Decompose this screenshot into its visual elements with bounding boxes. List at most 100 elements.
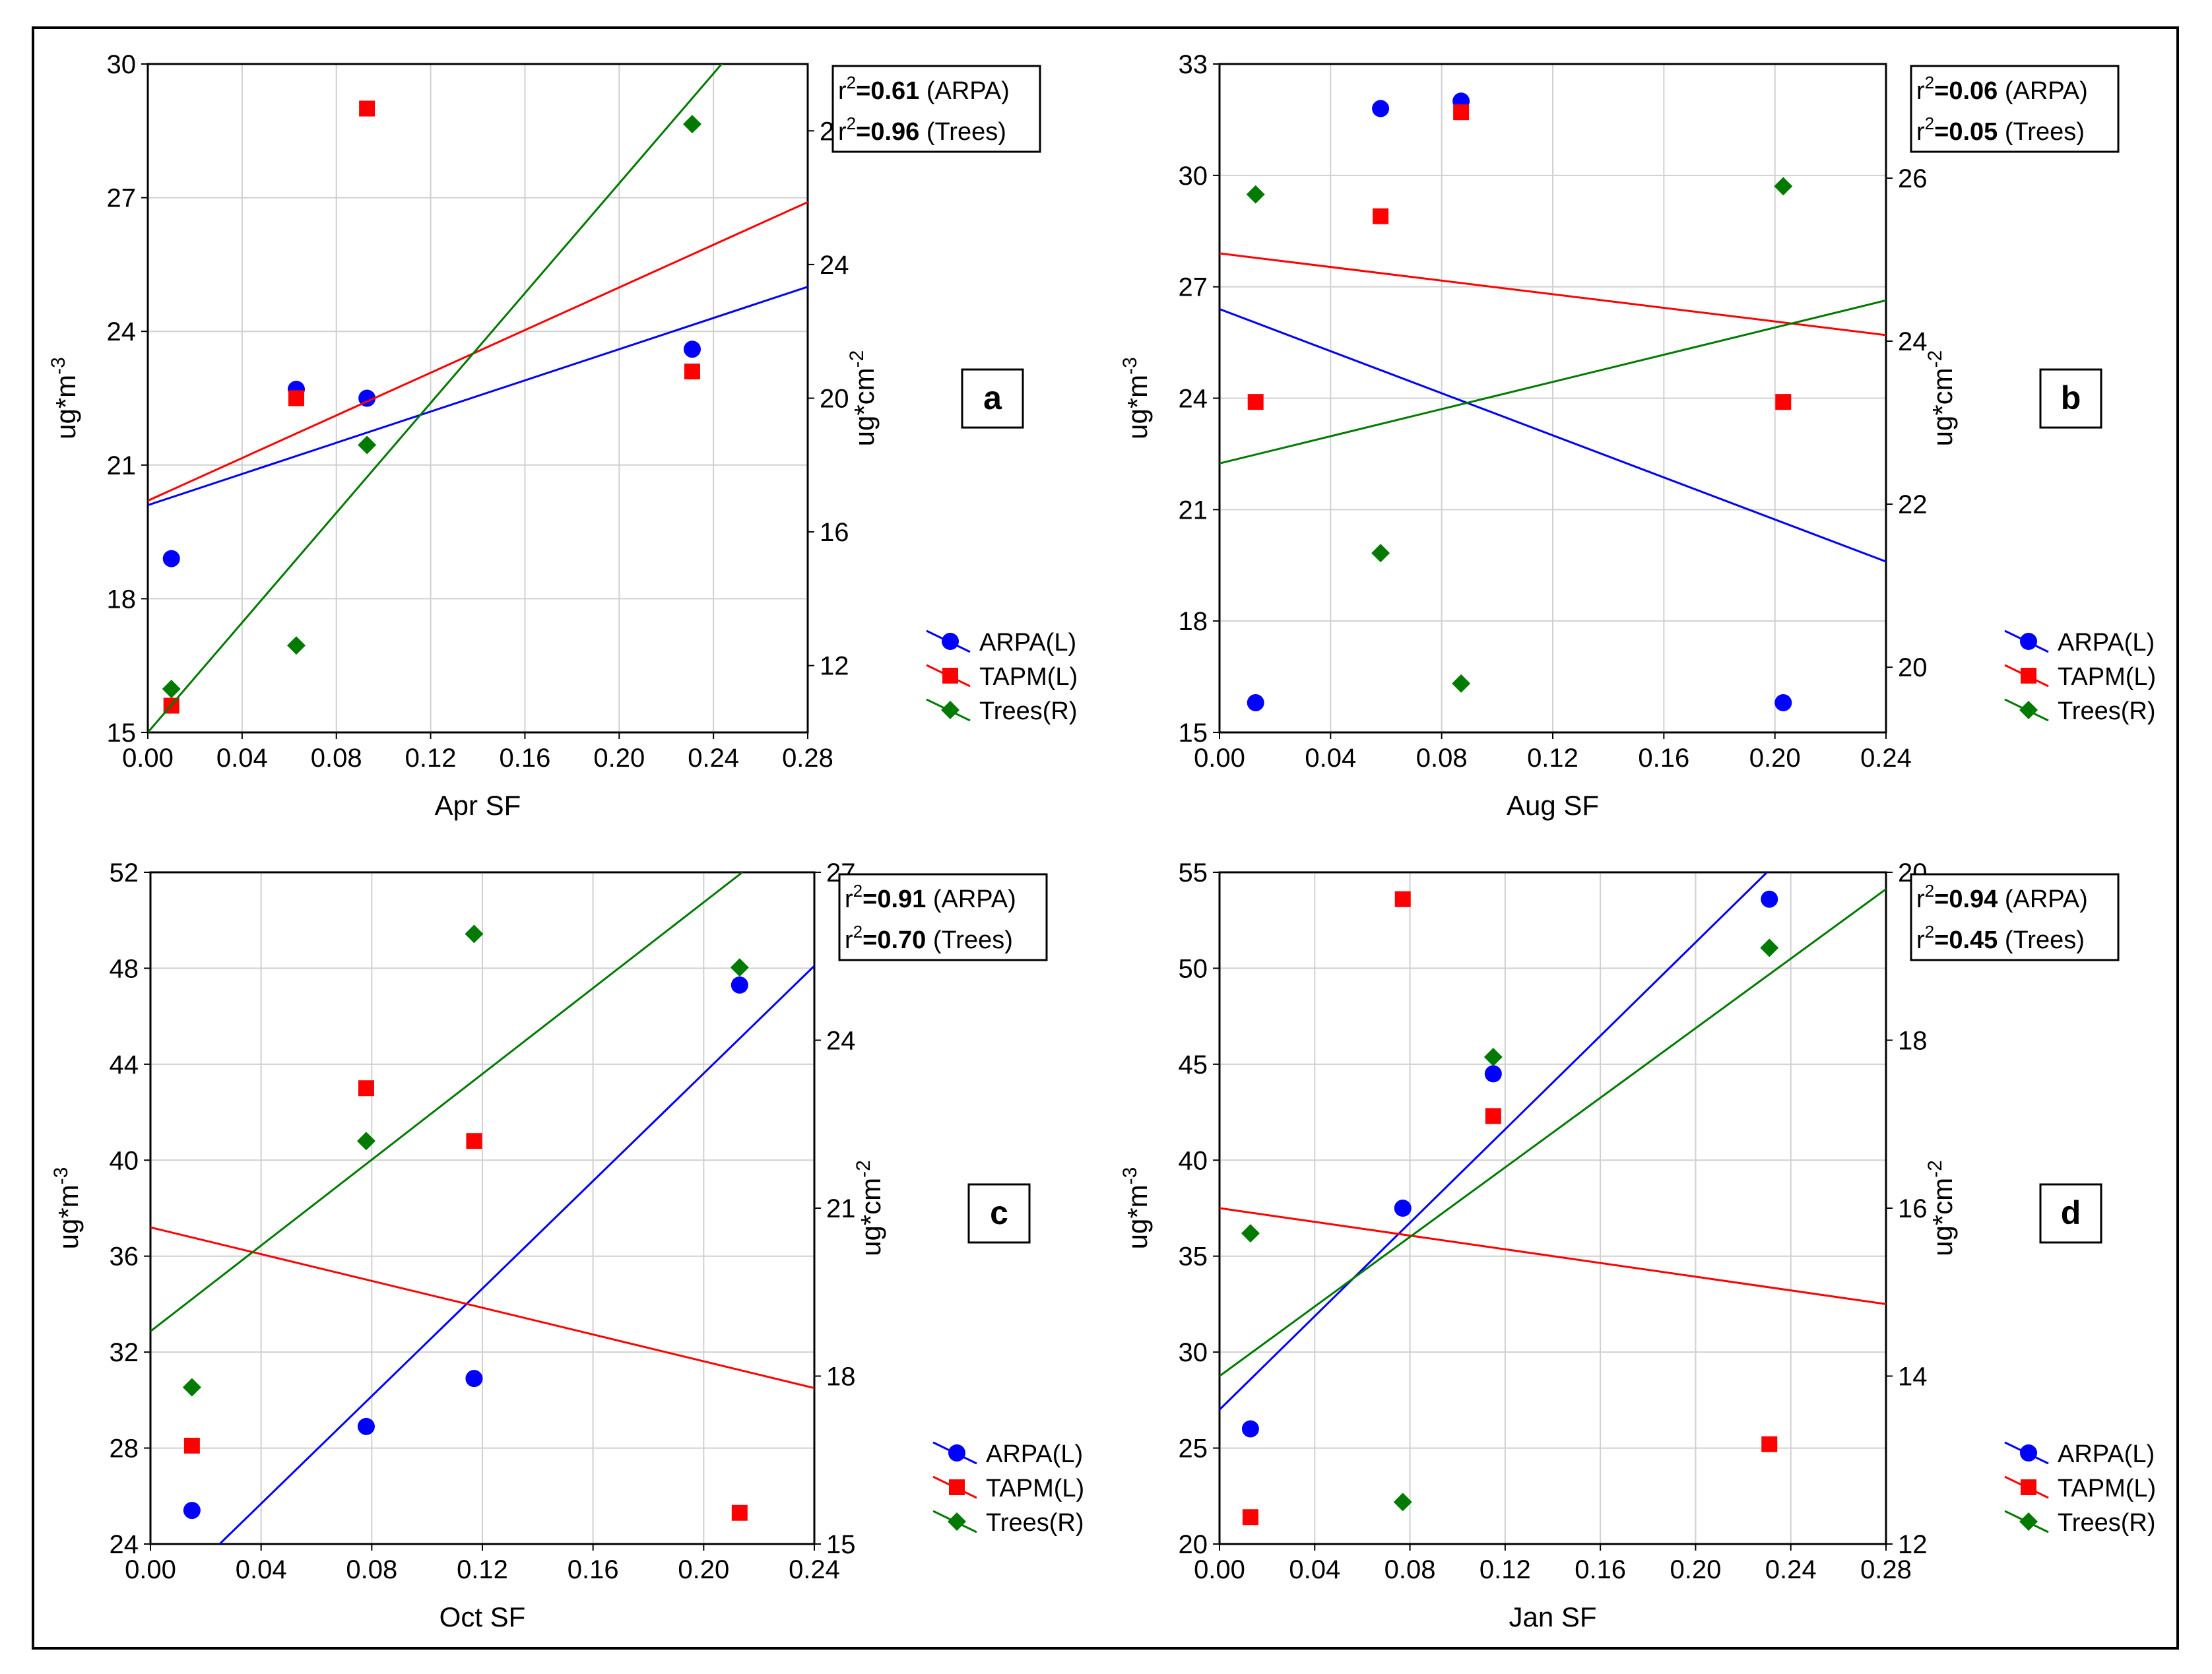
r2-value: =0.06	[1934, 77, 1998, 105]
y-right-tick-label: 12	[820, 652, 849, 681]
y-right-axis-label-sup: -2	[846, 350, 868, 368]
r2-suffix: (Trees)	[919, 118, 1006, 146]
data-point-diamond	[1393, 1493, 1412, 1512]
panel-label-box	[2039, 368, 2102, 429]
y-right-tick-label: 24	[820, 251, 849, 280]
y-left-tick-label: 36	[110, 1242, 139, 1272]
r2-box	[1910, 873, 2120, 961]
data-point-square	[1373, 208, 1389, 224]
x-tick-label: 0.04	[1289, 1555, 1340, 1584]
data-point-circle	[1247, 693, 1264, 711]
y-left-tick-label: 40	[1179, 1146, 1208, 1175]
y-left-tick-label: 20	[1179, 1530, 1208, 1559]
legend-marker-diamond	[2019, 1512, 2038, 1531]
y-right-tick-label: 24	[1898, 327, 1928, 356]
legend-marker-circle	[2020, 1444, 2037, 1462]
data-point-square	[1761, 1436, 1778, 1452]
legend-entry-circle: ARPA(L)	[979, 629, 1076, 657]
data-point-diamond	[356, 1132, 375, 1151]
y-left-tick-label: 30	[107, 50, 137, 79]
data-point-diamond	[1241, 1224, 1260, 1243]
r2-suffix: (ARPA)	[1998, 885, 2088, 913]
y-right-axis-label-sup: -2	[853, 1160, 874, 1178]
r2-value: =0.05	[1934, 118, 1998, 146]
r2-trees-text: r2=0.96 (Trees)	[838, 113, 1006, 146]
y-right-tick-label: 18	[826, 1363, 856, 1392]
panel-d: 0.00 0.04 0.08 0.12 0.16 0.20 0.24 0.28 20 25 30 35…	[1119, 858, 2156, 1632]
legend-marker-circle	[942, 633, 959, 650]
data-point-circle	[684, 340, 701, 358]
x-tick-label: 0.28	[1860, 1555, 1912, 1584]
data-point-circle	[465, 1370, 483, 1388]
fit-line-diamond	[1220, 299, 1886, 465]
r2-superscript: 2	[1925, 922, 1934, 942]
r2-symbol: r	[1916, 77, 1925, 105]
panel-c: 0.00 0.04 0.08 0.12 0.16 0.20 0.24 24 28 32 36 40 44…	[50, 858, 1084, 1632]
data-point-diamond	[182, 1378, 201, 1397]
x-tick-label: 0.20	[678, 1555, 729, 1584]
data-point-square	[358, 1080, 374, 1097]
legend-entry-square: TAPM(L)	[2058, 663, 2156, 691]
r2-symbol: r	[838, 77, 847, 105]
data-point-circle	[1372, 100, 1390, 117]
legend-entry-circle: ARPA(L)	[986, 1440, 1083, 1468]
y-left-tick-label: 48	[110, 954, 139, 983]
y-left-tick-label: 24	[1179, 385, 1208, 414]
r2-suffix: (ARPA)	[926, 885, 1016, 913]
x-tick-label: 0.04	[216, 744, 268, 773]
legend-entry-diamond: Trees(R)	[2058, 697, 2155, 725]
panel-label: a	[983, 379, 1002, 416]
data-point-square	[684, 363, 700, 379]
x-tick-label: 0.20	[1749, 744, 1801, 773]
r2-symbol: r	[838, 118, 847, 146]
data-point-square	[731, 1504, 748, 1521]
data-point-diamond	[730, 958, 749, 977]
y-left-tick-label: 52	[110, 858, 139, 887]
x-tick-label: 0.24	[1860, 744, 1912, 773]
legend-marker-diamond	[2019, 701, 2038, 719]
x-tick-label: 0.12	[457, 1555, 508, 1584]
x-tick-label: 0.16	[568, 1555, 619, 1584]
data-point-circle	[1484, 1065, 1502, 1083]
data-point-diamond	[162, 680, 181, 699]
x-tick-label: 0.08	[346, 1555, 397, 1584]
data-point-diamond	[287, 636, 306, 655]
data-point-circle	[183, 1502, 201, 1520]
plot-area-border	[146, 63, 809, 734]
y-left-tick-label: 18	[107, 585, 137, 614]
r2-value: =0.45	[1934, 926, 1998, 954]
r2-arpa-text: r2=0.61 (ARPA)	[838, 73, 1010, 105]
legend-entry-circle: ARPA(L)	[2058, 629, 2155, 657]
x-tick-label: 0.20	[593, 744, 645, 773]
y-right-axis-label: ug*cm-2	[1924, 1160, 1958, 1256]
y-right-axis-label: ug*cm-2	[846, 350, 880, 447]
r2-superscript: 2	[847, 113, 856, 133]
y-right-tick-label: 18	[1898, 1027, 1928, 1056]
r2-symbol: r	[845, 926, 853, 954]
legend-entry-square: TAPM(L)	[2058, 1475, 2156, 1502]
y-left-axis-label-sup: -3	[1119, 1167, 1141, 1185]
r2-suffix: (Trees)	[1998, 118, 2085, 146]
legend-marker-circle	[948, 1444, 965, 1462]
fit-line-circle	[148, 286, 808, 507]
legend-entry-square: TAPM(L)	[986, 1475, 1084, 1502]
r2-suffix: (Trees)	[1998, 926, 2085, 954]
data-point-circle	[162, 550, 180, 567]
fit-line-circle	[1220, 872, 1768, 1411]
plot-area-border	[1218, 871, 1887, 1545]
y-left-tick-label: 24	[107, 317, 137, 346]
legend-marker-circle	[2020, 633, 2037, 650]
data-point-diamond	[1774, 177, 1793, 196]
y-right-tick-label: 14	[1898, 1363, 1928, 1392]
data-point-circle	[1774, 693, 1792, 711]
r2-value: =0.61	[856, 77, 919, 105]
y-right-tick-label: 15	[826, 1530, 856, 1559]
data-point-circle	[1394, 1200, 1412, 1217]
y-left-tick-label: 32	[110, 1338, 139, 1367]
r2-trees-text: r2=0.05 (Trees)	[1916, 113, 2085, 146]
r2-superscript: 2	[853, 881, 862, 901]
fit-line-circle	[218, 965, 814, 1544]
y-right-axis-label: ug*cm-2	[853, 1160, 886, 1256]
y-left-tick-label: 24	[110, 1530, 139, 1559]
y-left-tick-label: 15	[1179, 719, 1208, 748]
